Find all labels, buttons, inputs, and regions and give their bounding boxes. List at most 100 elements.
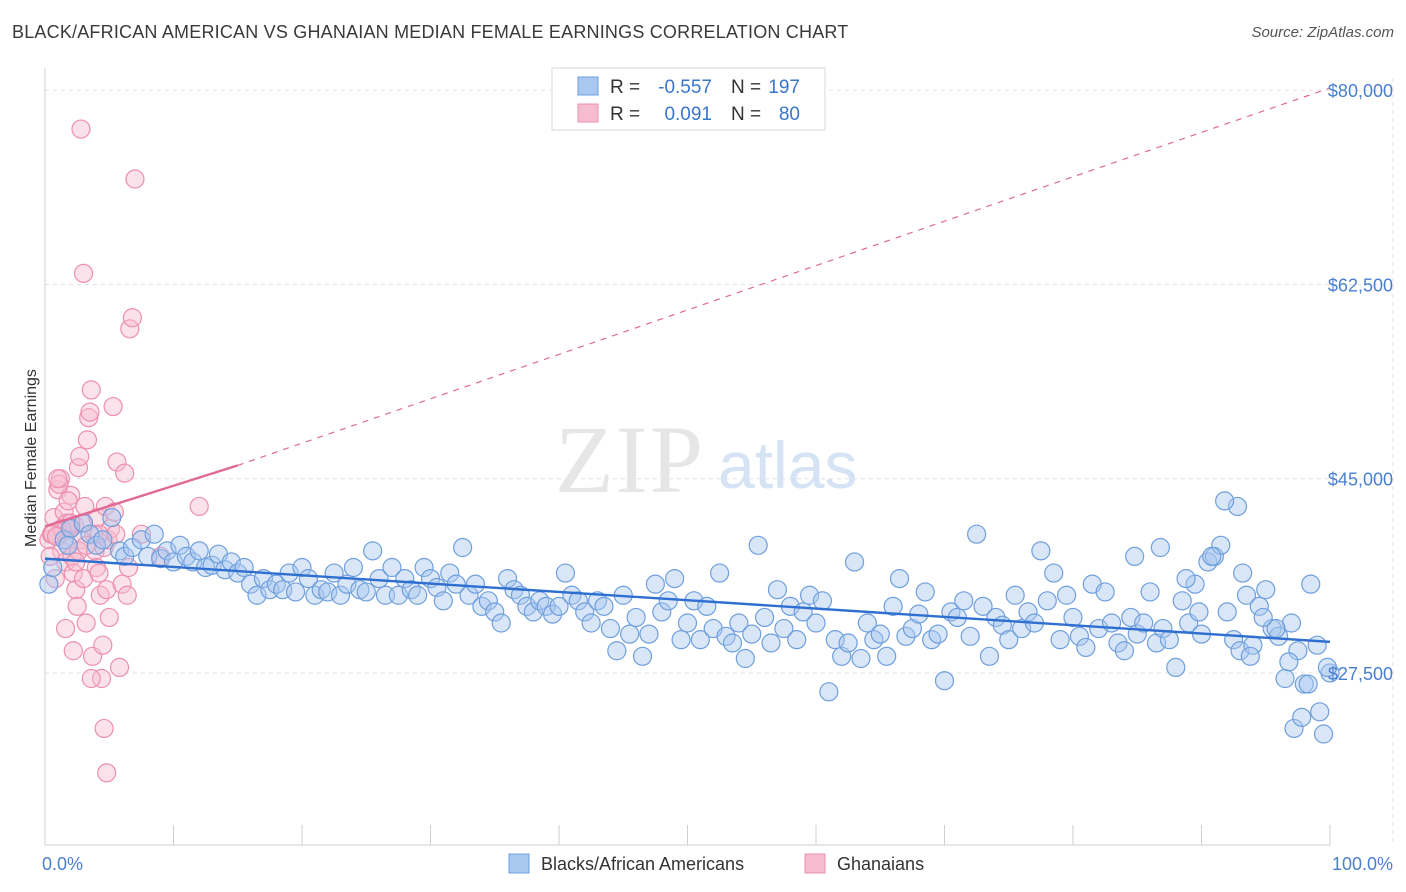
black-point-1 [43,557,63,578]
black-point-196 [1307,635,1327,655]
ghanaian-point-63 [97,763,117,783]
x-ticks [44,825,1331,845]
black-point-169 [1134,613,1154,633]
black-point-182 [1217,602,1237,622]
black-point-119 [812,591,833,611]
ghanaian-point-55 [71,119,91,139]
black-point-144 [973,596,993,616]
black-point-49 [363,541,383,561]
ghanaian-point-64 [40,546,60,567]
black-point-110 [754,607,775,628]
black-point-157 [1056,585,1077,605]
black-point-86 [600,618,621,639]
black-point-158 [1063,607,1083,628]
black-point-82 [575,602,595,622]
ghanaian-point-54 [125,169,145,189]
black-point-112 [767,580,788,600]
black-point-131 [889,568,910,589]
black-point-92 [639,624,659,644]
black-point-137 [928,624,948,644]
y-tick-label-2: $62,500 [1328,275,1393,295]
black-point-37 [285,582,306,602]
black-point-215 [1125,546,1145,567]
stats-r-value-pink: 0.091 [664,104,712,125]
black-point-211 [1202,546,1222,567]
black-point-185 [1236,585,1257,605]
black-point-83 [581,613,601,633]
ghanaian-point-45 [103,396,123,417]
black-point-155 [1044,563,1064,583]
black-point-103 [710,563,730,583]
series-legend-label-blue: Blacks/African Americans [541,854,744,874]
black-point-89 [620,624,640,644]
black-point-109 [748,535,768,555]
black-point-197 [1313,724,1334,744]
black-point-63 [453,537,473,558]
black-point-190 [1268,626,1289,646]
black-point-15 [144,524,164,544]
black-point-130 [883,596,903,616]
black-point-98 [677,613,698,633]
black-point-108 [742,624,762,644]
black-point-166 [1114,641,1135,661]
pink-trend-line [44,464,239,528]
black-point-175 [1172,591,1192,611]
black-point-148 [999,630,1019,650]
black-points [39,491,1340,744]
black-point-29 [234,557,254,578]
black-point-172 [1153,618,1173,639]
black-point-120 [819,682,839,702]
black-point-78 [549,596,569,616]
black-point-154 [1037,591,1057,611]
black-point-135 [915,582,935,602]
black-point-188 [1256,580,1276,600]
black-point-203 [1310,702,1330,722]
y-tick-label-0: $27,500 [1328,664,1393,684]
black-point-4 [58,535,78,555]
black-point-200 [1284,718,1304,739]
black-point-165 [1108,633,1128,653]
black-point-67 [478,591,498,611]
black-point-207 [1240,646,1260,666]
ghanaian-points [39,119,209,783]
watermark-atlas: atlas [718,428,857,502]
y-axis-label: Median Female Earnings [23,369,40,547]
black-point-9 [102,507,122,528]
black-point-123 [838,633,858,653]
black-point-149 [1005,585,1025,605]
black-point-52 [382,557,402,578]
ghanaian-point-26 [77,430,98,450]
y-tick-label-3: $80,000 [1328,81,1393,101]
black-point-97 [671,630,691,650]
stats-legend-swatch-pink [577,103,599,123]
black-point-145 [979,646,1000,666]
stats-n-value-pink: 80 [779,104,800,125]
black-point-46 [343,557,363,578]
black-point-94 [652,602,672,622]
ghanaian-point-74 [189,496,209,517]
black-point-68 [485,602,505,622]
ghanaian-point-53 [122,308,142,328]
black-point-118 [806,613,826,633]
black-point-95 [658,591,678,611]
black-point-65 [465,574,486,594]
stats-n-label-blue: N = [731,77,761,98]
x-tick-label-min: 0.0% [42,854,83,874]
black-point-187 [1249,596,1269,616]
black-point-173 [1159,630,1179,650]
ghanaian-point-25 [76,613,96,633]
black-point-128 [870,624,890,644]
black-point-212 [1189,602,1209,622]
ghanaian-point-60 [63,641,83,661]
black-point-201 [1292,707,1312,727]
ghanaian-point-49 [112,574,132,594]
x-tick-label-max: 100.0% [1332,854,1393,874]
ghanaian-point-56 [73,263,94,283]
black-point-77 [542,604,563,624]
stats-legend-swatch-blue [577,76,599,96]
black-point-191 [1275,668,1295,689]
ghanaian-point-50 [115,463,135,483]
pink-trend-extension [237,87,1331,466]
black-point-195 [1301,574,1321,594]
ghanaian-point-29 [81,380,101,400]
